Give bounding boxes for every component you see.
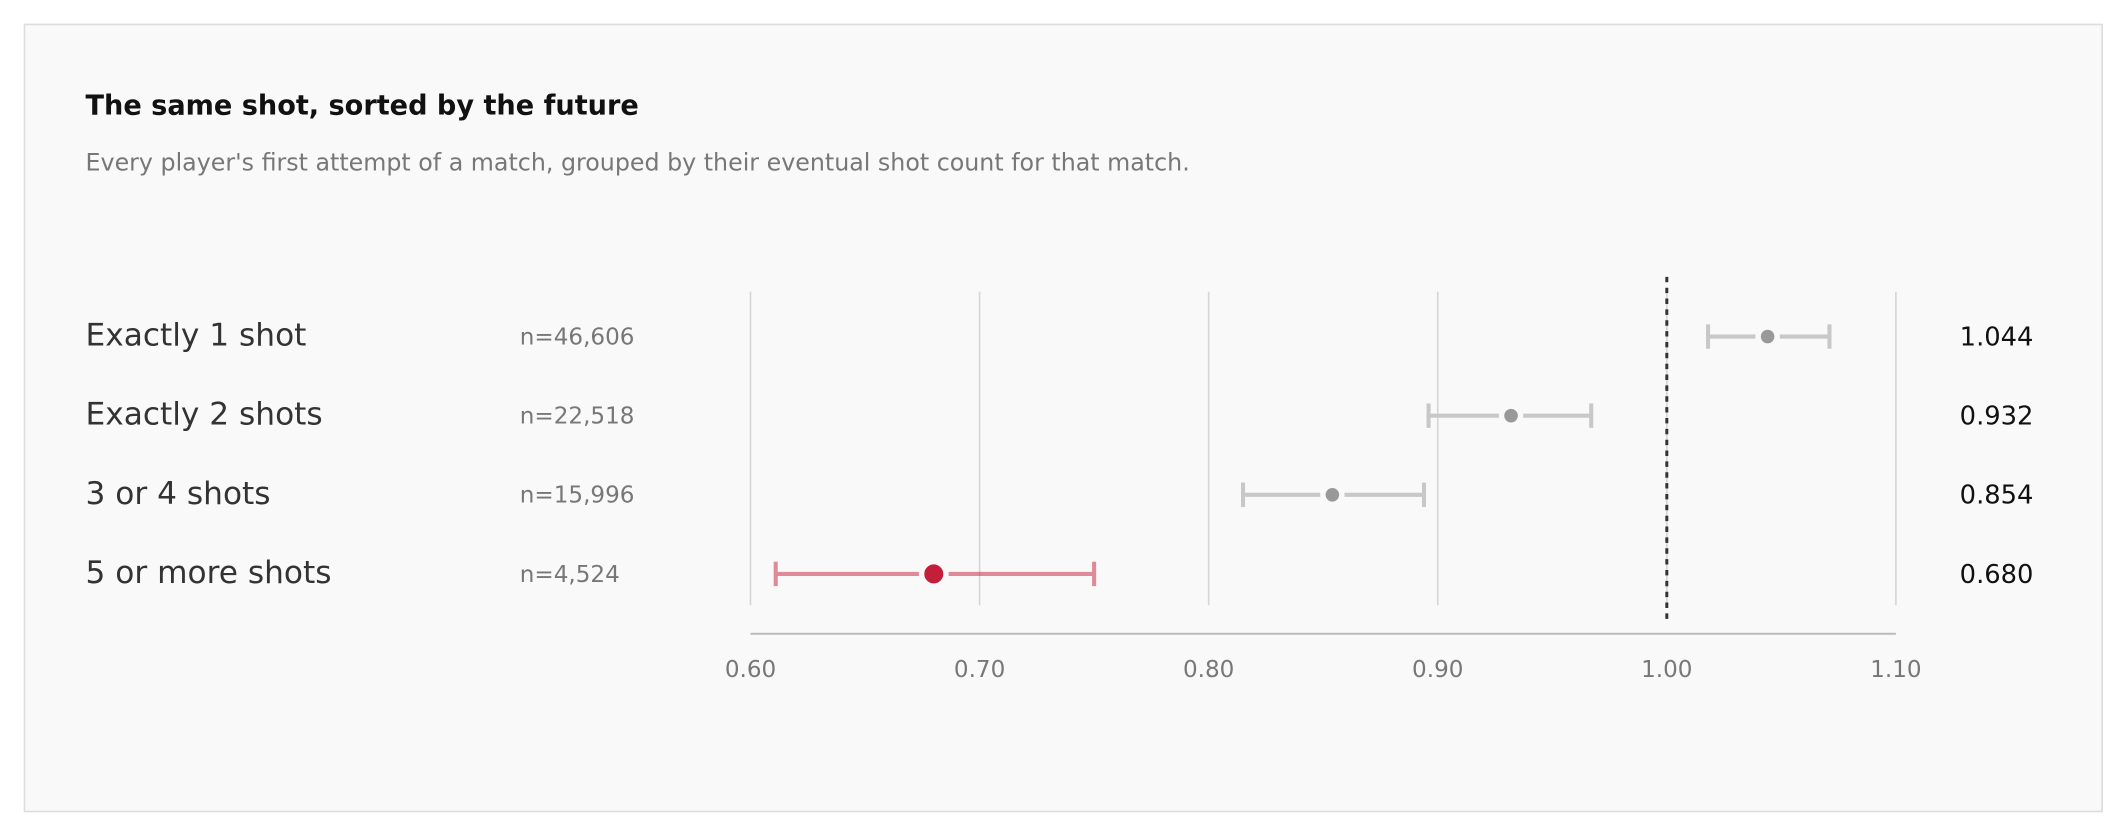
category-label: 5 or more shots: [86, 555, 332, 591]
point: [1755, 324, 1780, 349]
point: [918, 558, 949, 589]
n-label: n=22,518: [520, 404, 635, 430]
x-tick-label: 0.90: [1412, 657, 1463, 683]
point: [1498, 403, 1524, 428]
x-tick-label: 1.00: [1641, 657, 1692, 683]
n-label: n=15,996: [520, 483, 635, 509]
point: [1320, 482, 1345, 508]
x-tick-label: 0.70: [954, 657, 1005, 683]
category-label: Exactly 2 shots: [86, 397, 323, 433]
card: [23, 23, 2103, 813]
value-label: 0.680: [1960, 560, 2034, 590]
x-tick-label: 1.10: [1870, 657, 1921, 683]
chart-subtitle: Every player's first attempt of a match,…: [86, 149, 1190, 177]
x-tick-label: 0.80: [1183, 657, 1234, 683]
x-tick-label: 0.60: [725, 657, 776, 683]
chart-title: The same shot, sorted by the future: [86, 91, 639, 122]
value-label: 1.044: [1960, 322, 2034, 352]
value-label: 0.932: [1960, 402, 2034, 432]
category-label: 3 or 4 shots: [86, 476, 271, 512]
value-label: 0.854: [1960, 481, 2034, 511]
n-label: n=4,524: [520, 562, 620, 588]
category-label: Exactly 1 shot: [86, 318, 307, 354]
n-label: n=46,606: [520, 324, 635, 350]
